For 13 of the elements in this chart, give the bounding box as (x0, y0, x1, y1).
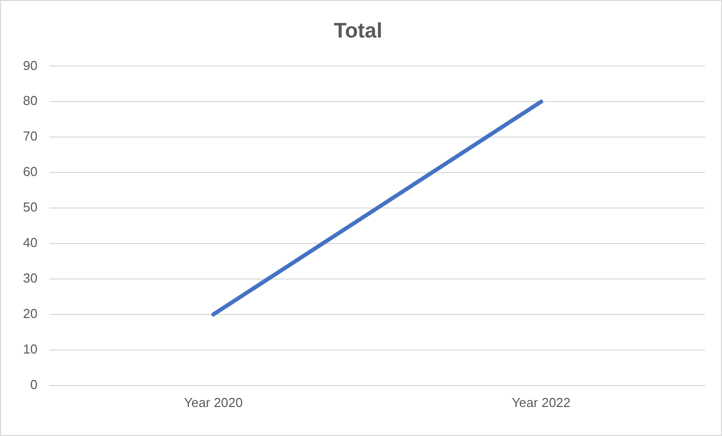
y-tick-label: 70 (22, 128, 38, 144)
y-tick-label: 90 (22, 58, 38, 73)
y-tick-label: 0 (30, 376, 38, 392)
y-tick-label: 60 (22, 164, 38, 180)
chart-title: Total (334, 19, 382, 42)
y-tick-label: 30 (22, 270, 38, 286)
y-tick-label: 40 (22, 235, 38, 250)
y-tick-label: 20 (22, 306, 38, 322)
x-tick-label: Year 2020 (184, 394, 243, 410)
x-tick-label: Year 2022 (512, 394, 571, 410)
y-tick-label: 50 (22, 200, 38, 215)
y-tick-label: 80 (22, 93, 38, 108)
y-tick-label: 10 (22, 342, 38, 357)
